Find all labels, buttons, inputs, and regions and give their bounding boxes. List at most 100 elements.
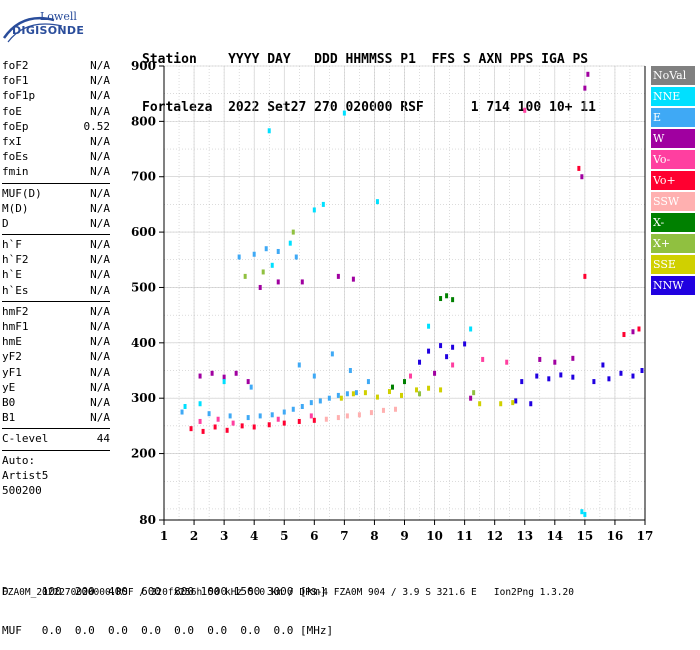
data-point xyxy=(351,391,355,397)
legend-item-noval: NoVal xyxy=(651,66,695,85)
data-point xyxy=(318,398,322,404)
param-name: foE xyxy=(2,104,22,118)
legend-item-w: W xyxy=(651,129,695,148)
param-value: N/A xyxy=(90,134,110,148)
data-point xyxy=(547,376,551,382)
data-point xyxy=(270,412,274,418)
param-row-foes: foEs N/A xyxy=(2,149,110,164)
c-level-label: C-level xyxy=(2,432,49,446)
data-point xyxy=(418,359,422,365)
data-point xyxy=(505,359,509,365)
x-tick-label: 15 xyxy=(577,529,594,543)
x-tick-label: 1 xyxy=(160,529,168,543)
data-point xyxy=(234,370,238,376)
data-point xyxy=(198,373,202,379)
y-tick-label: 300 xyxy=(131,391,156,405)
data-point xyxy=(288,240,292,246)
data-point xyxy=(586,71,590,77)
param-row-hmf2: hmF2 N/A xyxy=(2,304,110,319)
data-point xyxy=(381,407,385,413)
c-level-value: 44 xyxy=(96,432,110,446)
data-point xyxy=(631,373,635,379)
data-point xyxy=(297,362,301,368)
data-point xyxy=(327,395,331,401)
param-value: N/A xyxy=(90,395,110,409)
legend-item-nnw: NNW xyxy=(651,276,695,295)
param-value: N/A xyxy=(90,186,110,200)
data-point xyxy=(246,415,250,421)
data-point xyxy=(252,424,256,430)
y-tick-label: 900 xyxy=(131,59,156,73)
param-name: foF1p xyxy=(2,89,36,103)
data-point xyxy=(354,390,358,396)
x-tick-label: 13 xyxy=(516,529,533,543)
param-name: h`Es xyxy=(2,283,29,297)
data-point xyxy=(249,384,253,390)
data-point xyxy=(222,379,226,385)
data-point xyxy=(276,416,280,422)
y-tick-label: 200 xyxy=(131,447,156,461)
x-tick-label: 5 xyxy=(280,529,288,543)
param-name: h`E xyxy=(2,268,22,282)
data-point xyxy=(252,251,256,257)
divider xyxy=(2,449,110,451)
param-name: hmF1 xyxy=(2,320,29,333)
data-point xyxy=(577,165,581,171)
param-name: h`F2 xyxy=(2,253,29,267)
data-point xyxy=(207,411,211,417)
legend-item-x: X- xyxy=(651,213,695,232)
data-point xyxy=(291,406,295,412)
param-value: N/A xyxy=(90,380,110,394)
param-row-yf2: yF2 N/A xyxy=(2,349,110,364)
data-point xyxy=(267,128,271,134)
param-row-foe: foE N/A xyxy=(2,104,110,119)
param-row-yf1: yF1 N/A xyxy=(2,365,110,380)
data-point xyxy=(469,326,473,332)
data-point xyxy=(222,374,226,380)
param-name: yF1 xyxy=(2,365,22,379)
data-point xyxy=(330,351,334,357)
data-point xyxy=(445,293,449,299)
data-point xyxy=(312,417,316,423)
data-point xyxy=(375,199,379,205)
y-tick-label: 400 xyxy=(131,336,156,350)
divider xyxy=(2,428,110,430)
data-point xyxy=(583,273,587,279)
data-point xyxy=(637,326,641,332)
data-point xyxy=(427,385,431,391)
data-point xyxy=(415,387,419,393)
data-point xyxy=(523,107,527,113)
data-point xyxy=(198,401,202,407)
param-name: yF2 xyxy=(2,350,22,364)
header-labels: Station YYYY DAY DDD HHMMSS P1 FFS S AXN… xyxy=(142,52,589,67)
params-group-muf: MUF(D) N/A M(D) N/A D N/A xyxy=(2,186,110,232)
param-row-foep: foEp 0.52 xyxy=(2,119,110,134)
param-value: N/A xyxy=(90,59,110,72)
legend-item-x: X+ xyxy=(651,234,695,253)
param-name: D xyxy=(2,216,9,230)
x-tick-label: 17 xyxy=(637,529,654,543)
y-tick-label: 800 xyxy=(131,114,156,128)
data-point xyxy=(580,509,584,515)
file-info-line: FZA0M_2022270020000.RSF / 320fx256h 50 k… xyxy=(2,587,574,598)
data-point xyxy=(451,344,455,350)
data-point xyxy=(514,398,518,404)
logo-lowell-text: Lowell xyxy=(40,10,77,23)
y-tick-label: 80 xyxy=(139,513,156,527)
param-value: N/A xyxy=(90,104,110,118)
param-row-fof1p: foF1p N/A xyxy=(2,88,110,103)
x-tick-label: 9 xyxy=(400,529,408,543)
x-tick-label: 4 xyxy=(250,529,258,543)
data-point xyxy=(339,395,343,401)
data-point xyxy=(439,343,443,349)
muf-row: MUF 0.0 0.0 0.0 0.0 0.0 0.0 0.0 0.0 [MHz… xyxy=(2,624,334,637)
data-point xyxy=(258,284,262,290)
data-point xyxy=(309,413,313,419)
data-point xyxy=(520,379,524,385)
data-point xyxy=(499,401,503,407)
data-point xyxy=(619,370,623,376)
data-point xyxy=(267,422,271,428)
param-value: N/A xyxy=(90,253,110,267)
data-point xyxy=(216,416,220,422)
data-point xyxy=(622,332,626,338)
